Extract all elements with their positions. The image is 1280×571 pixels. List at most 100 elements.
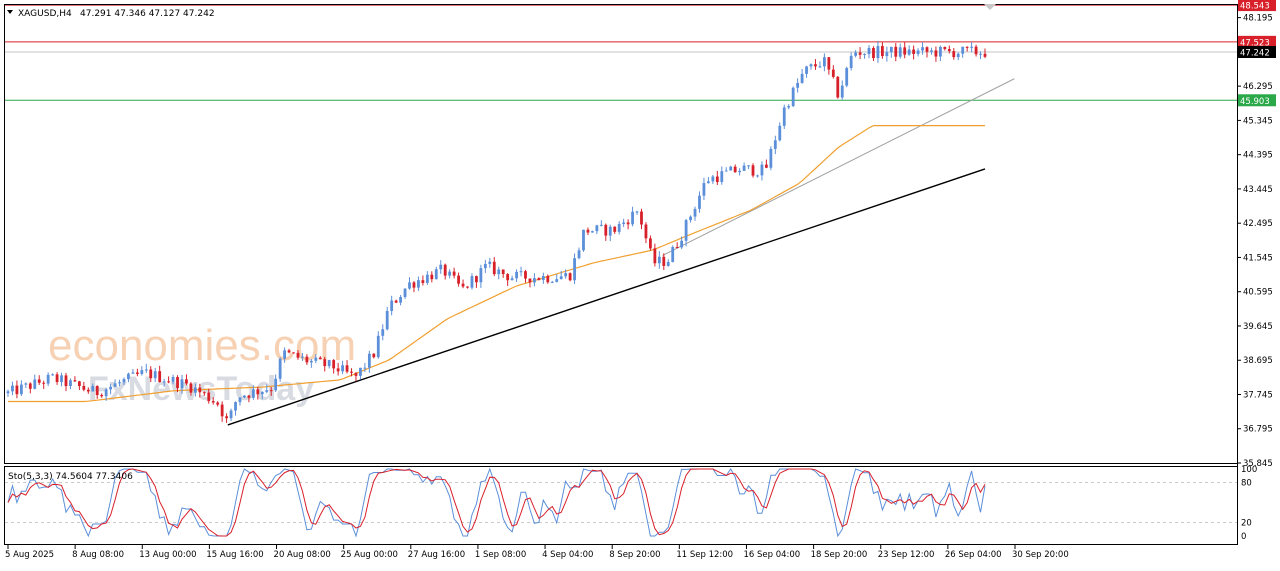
candle-body — [341, 365, 344, 372]
candle-body — [443, 264, 447, 276]
support-trend-line[interactable] — [227, 168, 986, 426]
moving-average-line — [8, 125, 985, 403]
candle-body — [216, 402, 220, 405]
watermark-line1: economies.com — [48, 321, 356, 370]
candle-body — [211, 401, 215, 403]
time-tick-label: 4 Sep 04:00 — [542, 550, 593, 560]
candle-body — [51, 374, 55, 376]
candle-body — [198, 387, 202, 393]
candle-body — [680, 240, 684, 248]
candle-body — [158, 371, 162, 383]
candle-body — [867, 47, 871, 55]
time-tick-label: 30 Sep 20:00 — [1012, 550, 1069, 560]
candle-body — [144, 369, 148, 371]
candle-body — [412, 282, 416, 288]
candle-body — [207, 392, 211, 402]
candle-body — [831, 69, 835, 77]
candle-body — [591, 231, 594, 233]
candle-body — [510, 278, 514, 281]
candle-body — [42, 382, 46, 384]
candle-body — [751, 165, 755, 176]
symbol-menu-chevron-down-icon[interactable] — [7, 10, 13, 14]
candle-body — [546, 275, 550, 283]
candle-body — [118, 382, 121, 384]
candle-body — [836, 76, 840, 98]
stochastic-tick-label: 100 — [1241, 465, 1257, 475]
candle-body — [466, 286, 469, 288]
candle-body — [470, 276, 474, 288]
candle-body — [60, 375, 63, 382]
candle-body — [640, 211, 643, 225]
candle-body — [528, 278, 532, 283]
candle-body — [577, 250, 581, 259]
candle-body — [782, 107, 786, 126]
price-tick-label: 42.495 — [1243, 219, 1273, 229]
candle-body — [818, 66, 822, 68]
candle-body — [497, 269, 501, 275]
candle-body — [631, 211, 634, 225]
candle-body — [11, 385, 14, 392]
candle-body — [162, 381, 166, 383]
current-price-label: 47.242 — [1240, 48, 1270, 58]
candle-body — [171, 377, 175, 382]
candle-body — [109, 386, 113, 390]
price-tick-label: 46.295 — [1243, 82, 1273, 92]
candle-body — [537, 278, 541, 280]
candle-body — [15, 385, 19, 395]
price-axis: 48.19547.24546.29545.34544.39543.44542.4… — [1237, 14, 1273, 469]
price-tick-label: 44.395 — [1243, 151, 1273, 161]
candle-body — [189, 383, 193, 393]
candle-body — [345, 365, 349, 372]
candle-body — [483, 264, 487, 269]
candle-body — [840, 85, 844, 98]
candle-body — [309, 360, 313, 363]
candle-body — [769, 148, 773, 168]
candle-body — [983, 53, 987, 57]
candle-body — [889, 46, 893, 53]
candle-body — [448, 271, 452, 276]
candle-body — [82, 385, 86, 390]
candle-body — [193, 387, 197, 393]
candle-body — [140, 370, 144, 374]
stochastic-k-line — [7, 467, 986, 538]
candle-body — [305, 356, 309, 363]
candle-body — [327, 360, 331, 367]
candle-body — [461, 283, 465, 287]
candle-body — [573, 258, 576, 281]
candle-body — [568, 273, 572, 281]
candle-body — [912, 49, 916, 54]
candle-body — [742, 165, 746, 171]
candle-body — [564, 273, 568, 277]
channel-trend-line[interactable] — [662, 78, 1015, 256]
candle-body — [336, 368, 340, 372]
candle-body — [131, 372, 135, 374]
level-tag — [1238, 0, 1276, 12]
stochastic-tick-label: 80 — [1241, 478, 1252, 488]
candle-body — [662, 256, 666, 266]
price-tick-label: 40.595 — [1243, 288, 1273, 298]
chart-shift-triangle-icon[interactable] — [984, 4, 996, 10]
level-tag — [1238, 35, 1276, 48]
candle-body — [135, 372, 139, 374]
candle-body — [791, 87, 795, 107]
candle-body — [720, 171, 724, 183]
time-tick-label: 8 Aug 08:00 — [72, 550, 124, 560]
candle-body — [33, 379, 37, 389]
candle-body — [243, 395, 246, 398]
candle-body — [167, 381, 171, 383]
candle-body — [251, 389, 255, 398]
candle-body — [582, 229, 585, 251]
candle-body — [880, 46, 884, 57]
candle-body — [323, 359, 327, 367]
candle-body — [925, 47, 929, 52]
candle-body — [185, 379, 188, 384]
candle-body — [613, 226, 617, 232]
candle-body — [122, 379, 126, 383]
candle-body — [854, 52, 858, 56]
candle-body — [430, 274, 434, 280]
time-tick-label: 11 Sep 12:00 — [676, 550, 733, 560]
candle-body — [930, 50, 933, 52]
candle-body — [19, 384, 23, 395]
candle-body — [421, 280, 425, 283]
